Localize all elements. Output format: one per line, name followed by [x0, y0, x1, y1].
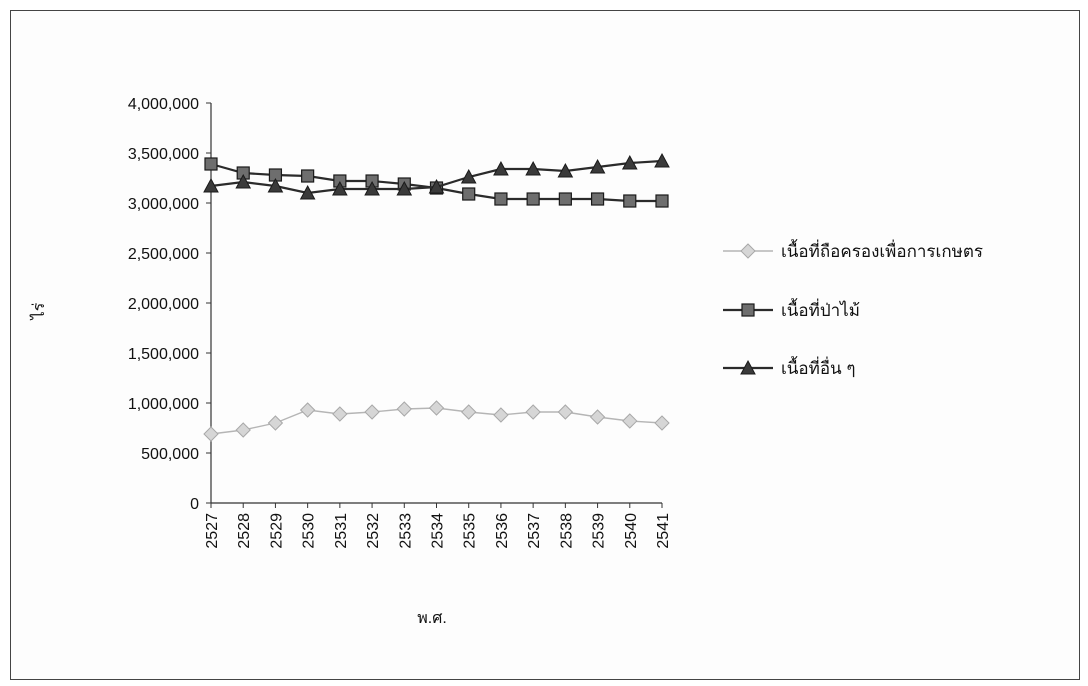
line-chart: 0 500,000 1,000,000 1,500,000 2,000,000 2,500…: [29, 96, 983, 627]
x-tick-label: 2527: [204, 513, 221, 549]
series-1: [203, 400, 670, 442]
x-tick-label: 2540: [623, 513, 640, 549]
y-tick-label: 1,000,000: [128, 396, 199, 413]
x-tick-label: 2541: [655, 513, 672, 549]
data-point-diamond: [493, 407, 509, 423]
data-point-triangle: [267, 177, 284, 193]
x-tick-label: 2531: [333, 513, 350, 549]
x-tick-label: 2530: [301, 513, 318, 549]
data-point-square: [301, 169, 315, 183]
data-point-triangle: [525, 160, 541, 176]
x-tick-label: 2533: [397, 513, 414, 549]
legend-marker-triangle: [740, 359, 756, 375]
data-point-diamond: [428, 400, 445, 416]
legend-label: เนื้อที่อื่น ๆ: [781, 356, 856, 378]
y-tick-label: 1,500,000: [128, 346, 199, 363]
data-point-triangle: [557, 162, 574, 178]
axes: 0 500,000 1,000,000 1,500,000 2,000,000 2,500…: [128, 96, 672, 549]
x-tick-label: 2535: [462, 513, 479, 549]
data-point-triangle: [396, 180, 413, 196]
data-point-square: [204, 157, 218, 171]
chart-frame: 0 500,000 1,000,000 1,500,000 2,000,000 2,500…: [10, 10, 1080, 680]
legend-label: เนื้อที่ถือครองเพื่อการเกษตร: [781, 239, 983, 261]
data-point-diamond: [299, 402, 316, 418]
data-point-square: [526, 192, 540, 206]
data-point-triangle: [654, 152, 670, 168]
y-tick-label: 0: [190, 496, 199, 513]
data-point-triangle: [589, 158, 606, 174]
data-point-diamond: [461, 404, 477, 420]
data-point-diamond: [396, 401, 412, 417]
data-point-diamond: [622, 413, 638, 429]
data-point-diamond: [525, 404, 541, 420]
x-tick-label: 2536: [494, 513, 511, 549]
data-point-diamond: [654, 415, 670, 431]
data-point-diamond: [557, 404, 574, 420]
x-tick-label: 2528: [236, 513, 253, 549]
y-axis-title: ไร่: [29, 302, 48, 321]
series-layer: [203, 152, 670, 442]
data-point-diamond: [364, 404, 380, 420]
legend-marker-square: [741, 303, 755, 317]
x-tick-label: 2538: [558, 513, 575, 549]
legend-item: เนื้อที่อื่น ๆ: [723, 356, 856, 378]
data-point-diamond: [267, 415, 284, 431]
data-point-square: [623, 194, 637, 208]
y-tick-label: 2,000,000: [128, 296, 199, 313]
legend-label: เนื้อที่ป่าไม้: [781, 298, 860, 320]
x-axis-title: พ.ศ.: [417, 610, 447, 627]
data-point-diamond: [589, 409, 606, 425]
legend: เนื้อที่ถือครองเพื่อการเกษตรเนื้อที่ป่าไ…: [723, 239, 983, 378]
data-point-triangle: [428, 178, 445, 194]
data-point-square: [494, 192, 508, 206]
series-3: [203, 152, 670, 200]
data-point-triangle: [332, 180, 348, 196]
x-tick-label: 2532: [365, 513, 382, 549]
y-tick-label: 2,500,000: [128, 246, 199, 263]
data-point-square: [590, 192, 605, 206]
data-point-triangle: [299, 184, 316, 200]
y-tick-label: 3,500,000: [128, 146, 199, 163]
data-point-triangle: [364, 180, 380, 196]
data-point-square: [558, 192, 572, 206]
data-point-triangle: [621, 154, 638, 170]
legend-item: เนื้อที่ป่าไม้: [723, 298, 860, 320]
data-point-triangle: [493, 160, 509, 176]
data-point-square: [462, 187, 476, 201]
x-tick-label: 2534: [430, 513, 447, 549]
y-tick-label: 500,000: [141, 446, 199, 463]
y-tick-label: 4,000,000: [128, 96, 199, 113]
x-tick-label: 2539: [591, 513, 608, 549]
data-point-diamond: [203, 426, 219, 442]
data-point-triangle: [203, 177, 219, 193]
x-tick-label: 2529: [268, 513, 285, 549]
y-tick-label: 3,000,000: [128, 196, 199, 213]
x-tick-label: 2537: [526, 513, 543, 549]
legend-marker-diamond: [740, 243, 756, 259]
legend-item: เนื้อที่ถือครองเพื่อการเกษตร: [723, 239, 983, 261]
data-point-square: [655, 194, 669, 208]
data-point-diamond: [332, 406, 348, 422]
data-point-triangle: [235, 173, 252, 189]
data-point-diamond: [235, 422, 251, 438]
data-point-triangle: [460, 168, 477, 184]
